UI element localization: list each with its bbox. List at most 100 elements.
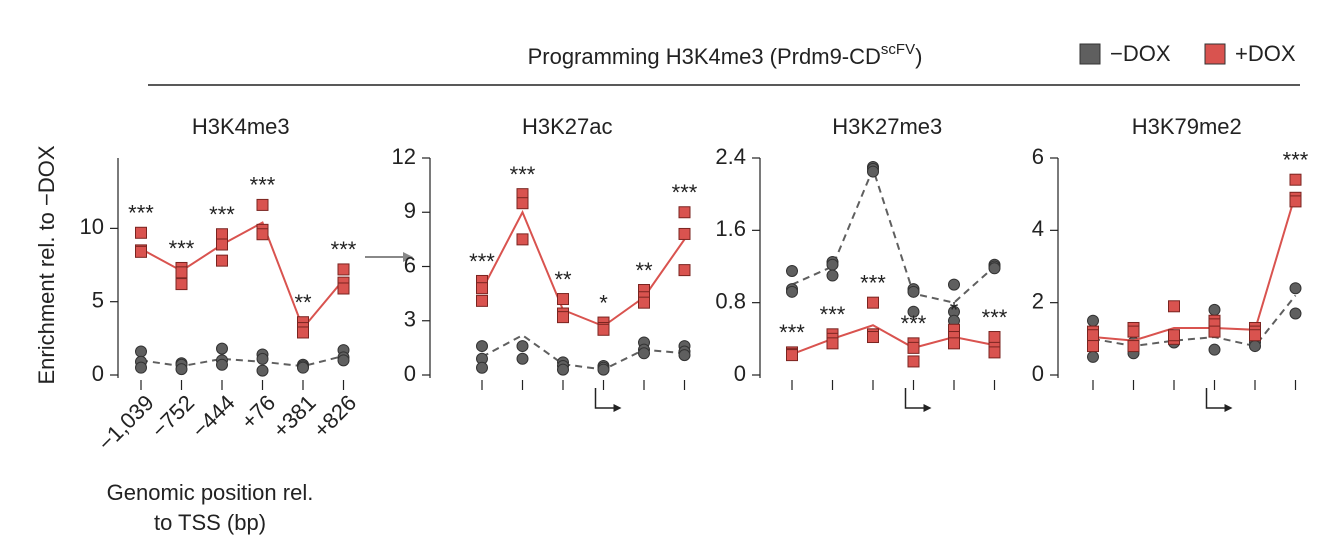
replicate-point (1208, 325, 1221, 338)
tss-arrowhead (613, 404, 622, 412)
replicate-point (1087, 340, 1099, 353)
tss-arrowhead (1224, 404, 1233, 412)
replicate-point (256, 364, 269, 377)
y-tick-label: 6 (404, 252, 416, 277)
significance: *** (779, 320, 805, 345)
significance: * (599, 290, 608, 315)
title-main: Programming H3K4me3 (Prdm9-CD (528, 44, 881, 69)
replicate-point (988, 346, 1001, 359)
replicate-point (1208, 343, 1221, 356)
y-axis-label: Enrichment rel. to −DOX (34, 145, 59, 384)
replicate-point (135, 245, 147, 258)
x-tick-label: −444 (187, 390, 240, 443)
series-line (1092, 294, 1297, 348)
x-tick-label: −752 (146, 390, 199, 443)
replicate-point (516, 233, 529, 246)
replicate-point (216, 254, 228, 267)
replicate-point (175, 278, 188, 291)
replicate-point (678, 264, 691, 277)
replicate-point (297, 326, 309, 339)
replicate-point (135, 345, 147, 358)
replicate-point (1289, 282, 1302, 295)
significance: *** (250, 173, 276, 198)
y-tick-label: 2 (1032, 288, 1044, 313)
legend-swatch (1079, 43, 1101, 65)
replicate-point (907, 305, 920, 318)
significance: ** (294, 290, 312, 315)
replicate-point (1087, 350, 1099, 363)
replicate-point (638, 296, 650, 309)
series-line (791, 324, 995, 356)
significance: *** (820, 302, 846, 327)
series-line (140, 354, 344, 368)
y-tick-label: 5 (92, 288, 104, 313)
x-tick-label: +826 (308, 390, 361, 443)
replicate-point (597, 323, 610, 336)
significance: *** (860, 270, 886, 295)
y-tick-label: 4 (1032, 216, 1044, 241)
replicate-point (1168, 300, 1180, 313)
series-line (791, 165, 996, 304)
significance: *** (672, 180, 698, 205)
significance: *** (128, 201, 154, 226)
replicate-point (1289, 195, 1302, 208)
replicate-point (337, 282, 350, 295)
panel-arrowhead (403, 252, 413, 262)
replicate-point (216, 238, 228, 251)
replicate-point (786, 265, 798, 278)
x-axis-label: Genomic position rel. to TSS (bp) (106, 480, 314, 535)
replicate-point (907, 355, 920, 368)
panel-title: H3K79me2 (1132, 114, 1242, 139)
y-tick-label: 0 (1032, 361, 1044, 386)
replicate-point (867, 331, 879, 344)
y-tick-label: 10 (80, 214, 104, 239)
replicate-point (135, 361, 147, 374)
significance: *** (169, 236, 195, 261)
title-superscript: scFV (881, 41, 915, 58)
y-tick-label: 0 (404, 361, 416, 386)
replicate-point (557, 363, 569, 376)
replicate-point (867, 296, 879, 309)
replicate-point (678, 349, 691, 362)
y-tick-label: 1.6 (715, 216, 746, 241)
replicate-point (1289, 307, 1302, 320)
y-tick-label: 12 (392, 144, 416, 169)
replicate-point (678, 206, 691, 219)
replicate-point (337, 263, 350, 276)
replicate-point (175, 363, 188, 376)
replicate-point (216, 228, 228, 241)
replicate-point (256, 228, 269, 241)
legend-swatch (1204, 43, 1226, 65)
legend-label: +DOX (1235, 41, 1296, 66)
replicate-point (216, 358, 228, 371)
panel-title: H3K27me3 (832, 114, 942, 139)
replicate-point (216, 342, 228, 355)
significance: *** (331, 237, 357, 262)
replicate-point (988, 262, 1001, 275)
replicate-point (476, 294, 488, 307)
replicate-point (476, 361, 488, 374)
replicate-point (1168, 329, 1180, 342)
replicate-point (297, 361, 309, 374)
significance: *** (469, 249, 495, 274)
series-line (481, 334, 685, 371)
replicate-point (826, 269, 839, 282)
replicate-point (597, 363, 610, 376)
replicate-point (826, 337, 839, 350)
replicate-point (516, 340, 529, 353)
replicate-point (1087, 329, 1099, 342)
significance: *** (510, 162, 536, 187)
tss-arrowhead (923, 404, 932, 412)
significance: ** (635, 258, 653, 283)
replicate-point (826, 258, 839, 271)
y-tick-label: 6 (1032, 144, 1044, 169)
figure-title: Programming H3K4me3 (Prdm9-CDscFV) (528, 41, 923, 69)
significance: ** (554, 267, 572, 292)
replicate-point (948, 337, 960, 350)
replicate-point (948, 278, 960, 291)
panel-title: H3K27ac (522, 114, 613, 139)
title-end: ) (915, 44, 922, 69)
replicate-point (678, 227, 691, 240)
replicate-point (476, 282, 488, 295)
